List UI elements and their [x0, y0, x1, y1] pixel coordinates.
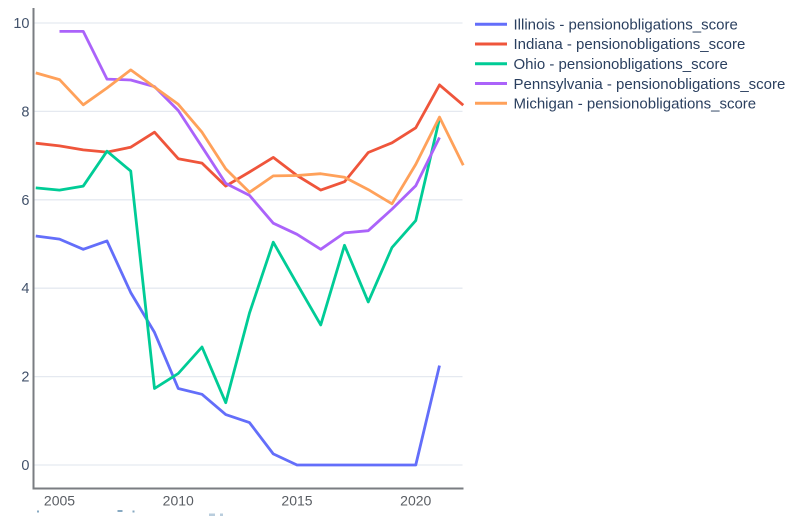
svg-text:10: 10 [13, 16, 29, 32]
svg-text:Ohio - pensionobligations_scor: Ohio - pensionobligations_score [514, 56, 728, 73]
svg-text:0: 0 [21, 458, 29, 474]
svg-text:2: 2 [21, 370, 29, 386]
svg-text:Michigan - pensionobligations_: Michigan - pensionobligations_score [514, 96, 757, 113]
svg-text:4: 4 [21, 281, 29, 297]
svg-text:2015: 2015 [281, 493, 312, 509]
svg-text:2020: 2020 [400, 493, 431, 509]
svg-text:8: 8 [21, 104, 29, 120]
svg-text:2010: 2010 [163, 493, 194, 509]
svg-text:Indiana - pensionobligations_s: Indiana - pensionobligations_score [514, 36, 746, 53]
svg-text:6: 6 [21, 193, 29, 209]
svg-text:2005: 2005 [44, 493, 75, 509]
svg-text:Illinois - pensionobligations_: Illinois - pensionobligations_score [514, 17, 738, 34]
svg-text:Pennsylvania - pensionobligati: Pennsylvania - pensionobligations_score [514, 76, 786, 93]
